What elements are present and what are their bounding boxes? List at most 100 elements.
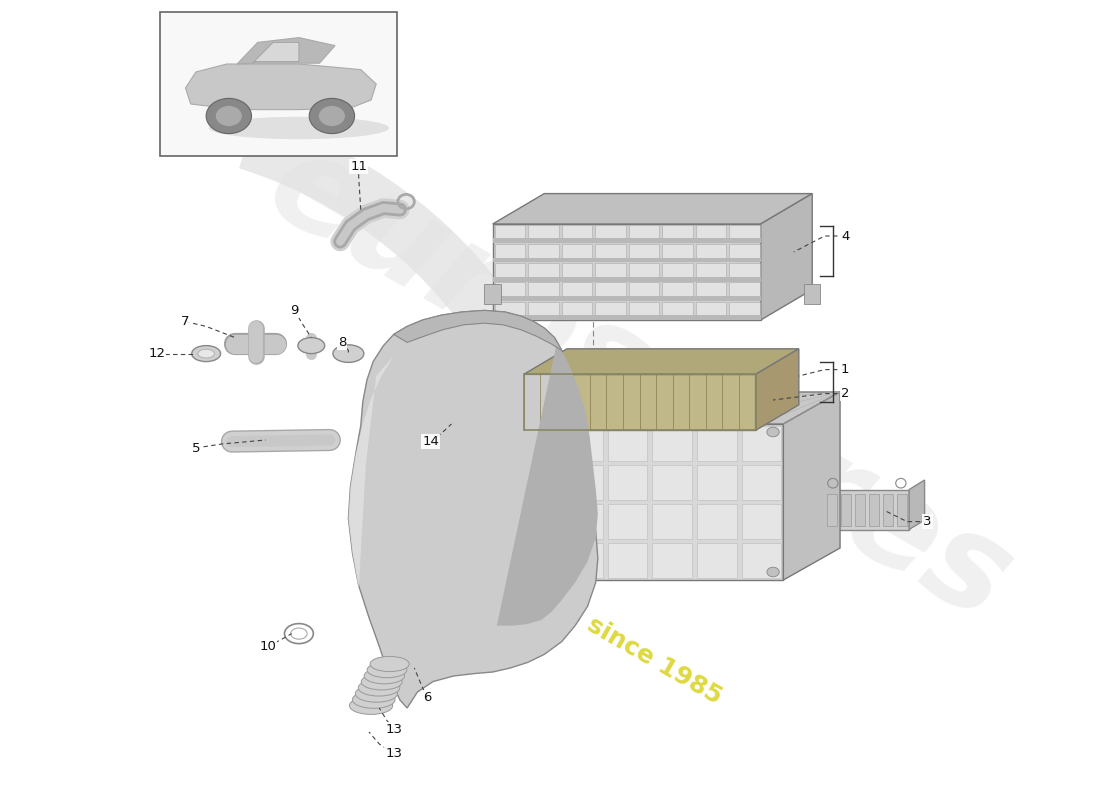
Bar	[608, 504, 647, 538]
Bar	[493, 296, 761, 301]
Bar	[652, 504, 692, 538]
Polygon shape	[761, 194, 812, 320]
Bar	[696, 225, 726, 242]
Bar	[493, 277, 761, 282]
Bar	[741, 465, 781, 499]
Polygon shape	[253, 42, 299, 63]
Bar	[869, 494, 879, 526]
Bar	[696, 244, 726, 261]
Bar	[562, 302, 592, 318]
Bar	[855, 494, 865, 526]
Bar	[595, 263, 626, 280]
Bar	[652, 426, 692, 461]
Bar	[524, 374, 756, 430]
Text: 9: 9	[290, 304, 299, 317]
Polygon shape	[516, 424, 783, 580]
Bar	[652, 465, 692, 499]
Polygon shape	[394, 310, 562, 350]
Bar	[652, 542, 692, 578]
Ellipse shape	[767, 427, 779, 437]
Bar	[518, 426, 558, 461]
Bar	[495, 244, 525, 261]
Ellipse shape	[355, 686, 397, 702]
Text: 13: 13	[385, 723, 403, 736]
Bar	[827, 494, 837, 526]
Polygon shape	[524, 374, 756, 430]
Text: 12: 12	[148, 347, 165, 360]
Text: 2: 2	[842, 387, 849, 400]
Bar	[608, 426, 647, 461]
Bar	[495, 302, 525, 318]
Ellipse shape	[298, 338, 324, 354]
Bar	[608, 465, 647, 499]
Polygon shape	[516, 392, 840, 424]
Polygon shape	[493, 224, 761, 320]
Bar	[729, 244, 760, 261]
Ellipse shape	[352, 691, 395, 708]
Bar	[898, 494, 907, 526]
Polygon shape	[349, 310, 597, 708]
Bar	[729, 302, 760, 318]
Bar	[662, 244, 693, 261]
Bar	[804, 284, 821, 304]
Bar	[528, 244, 559, 261]
Polygon shape	[909, 480, 925, 530]
Bar	[629, 282, 659, 299]
Ellipse shape	[350, 697, 393, 714]
Polygon shape	[493, 194, 812, 224]
Ellipse shape	[209, 117, 389, 139]
Text: 11: 11	[350, 160, 367, 173]
Text: 8: 8	[338, 336, 346, 349]
Bar	[741, 426, 781, 461]
Ellipse shape	[361, 674, 403, 690]
Bar	[696, 302, 726, 318]
Bar	[696, 263, 726, 280]
Bar	[562, 244, 592, 261]
Bar	[883, 494, 893, 526]
Polygon shape	[756, 349, 799, 430]
Bar	[741, 504, 781, 538]
Bar	[518, 465, 558, 499]
Bar	[563, 542, 603, 578]
Bar	[629, 225, 659, 242]
Bar	[697, 426, 737, 461]
Text: 5: 5	[191, 442, 200, 454]
Bar	[697, 465, 737, 499]
Text: 10: 10	[260, 640, 276, 653]
Bar	[662, 225, 693, 242]
Ellipse shape	[198, 349, 214, 358]
Bar	[729, 282, 760, 299]
Text: 1: 1	[842, 363, 849, 376]
Bar	[562, 282, 592, 299]
Bar	[662, 282, 693, 299]
Text: 3: 3	[923, 515, 932, 528]
Text: 6: 6	[424, 691, 432, 704]
Bar	[662, 263, 693, 280]
Text: 4: 4	[842, 230, 849, 242]
Text: 13: 13	[385, 747, 403, 760]
Ellipse shape	[333, 345, 364, 362]
Ellipse shape	[519, 427, 532, 437]
Polygon shape	[825, 490, 909, 530]
Bar	[528, 263, 559, 280]
Polygon shape	[783, 392, 840, 580]
Ellipse shape	[319, 106, 345, 126]
Text: a passion for parts since 1985: a passion for parts since 1985	[345, 475, 726, 709]
Text: eurospares: eurospares	[246, 120, 1032, 648]
Bar	[696, 282, 726, 299]
Ellipse shape	[359, 679, 399, 696]
Ellipse shape	[309, 98, 354, 134]
Ellipse shape	[191, 346, 221, 362]
Bar	[528, 282, 559, 299]
Bar	[595, 302, 626, 318]
Polygon shape	[238, 38, 336, 64]
Bar	[595, 244, 626, 261]
Bar	[563, 426, 603, 461]
Bar	[528, 225, 559, 242]
Ellipse shape	[367, 662, 407, 678]
Bar	[495, 263, 525, 280]
Text: 7: 7	[182, 315, 190, 328]
Bar	[629, 244, 659, 261]
Bar	[493, 315, 761, 320]
Bar	[563, 504, 603, 538]
